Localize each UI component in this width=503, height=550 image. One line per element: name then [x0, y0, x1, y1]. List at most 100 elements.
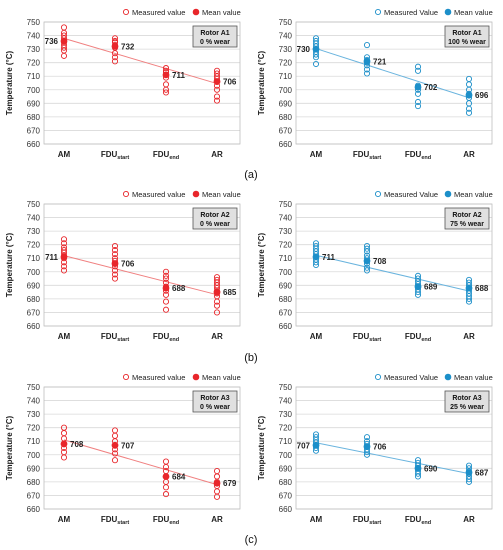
measured-point — [111, 432, 119, 439]
mean-data-label: 706 — [373, 443, 387, 452]
y-tick-label: 660 — [27, 505, 41, 514]
legend-mean-label: Mean value — [202, 373, 241, 382]
info-box-frame — [444, 390, 490, 413]
mean-marker — [363, 443, 371, 451]
rotor-info-box: Rotor A3 0 % wear — [192, 390, 238, 413]
legend: Measured Value Mean value — [374, 8, 493, 17]
y-tick-label: 750 — [279, 383, 293, 392]
trend-line — [63, 255, 218, 296]
y-tick-label: 750 — [27, 383, 41, 392]
measured-point — [414, 67, 422, 74]
measured-point — [312, 35, 320, 42]
legend-measured-marker — [374, 373, 382, 381]
y-tick-label: 750 — [27, 18, 41, 27]
chart-panel-4: 660 670 680 690 700 710 720 730 740 750 Temperatur… — [257, 190, 493, 343]
y-tick-label: 740 — [27, 214, 41, 223]
y-tick-label: 700 — [279, 86, 293, 95]
chart-panel-3: 660 670 680 690 700 710 720 730 740 750 Temperatur… — [5, 190, 241, 343]
mean-marker — [162, 71, 170, 79]
info-box-rotor: Rotor A3 — [200, 395, 229, 402]
legend-mean-label: Mean value — [454, 373, 493, 382]
legend-mean-label: Mean value — [454, 190, 493, 199]
mean-data-label: 721 — [373, 57, 387, 66]
y-tick-label: 690 — [279, 464, 293, 473]
x-tick-label: FDUstart — [353, 150, 382, 161]
measured-point — [162, 268, 170, 275]
y-tick-label: 660 — [279, 140, 293, 149]
x-tick-main: AR — [463, 150, 475, 159]
mean-marker — [213, 288, 221, 296]
measured-point — [312, 240, 320, 247]
mean-data-label: 732 — [121, 42, 135, 51]
x-tick-subscript: end — [169, 337, 179, 343]
y-tick-label: 700 — [279, 451, 293, 460]
x-tick-subscript: start — [369, 337, 381, 343]
legend-mean-marker — [192, 190, 200, 198]
x-tick-label: FDUend — [405, 515, 431, 526]
x-tick-main: AR — [211, 332, 223, 341]
x-tick-main: FDU — [153, 150, 170, 159]
measured-point — [414, 98, 422, 106]
x-tick-subscript: end — [169, 155, 179, 161]
mean-marker — [312, 45, 320, 53]
plot-frame — [43, 21, 241, 145]
x-tick-main: AR — [211, 150, 223, 159]
mean-data-label: 707 — [297, 441, 311, 450]
x-tick-main: AR — [463, 332, 475, 341]
measured-point — [213, 274, 221, 281]
x-tick-label: AR — [211, 515, 223, 524]
y-tick-label: 710 — [279, 72, 293, 81]
mean-marker — [111, 260, 119, 268]
measured-point — [162, 298, 170, 305]
y-tick-label: 740 — [27, 32, 41, 41]
measured-point — [162, 65, 170, 72]
x-tick-subscript: end — [169, 520, 179, 526]
x-tick-label: AM — [310, 150, 323, 159]
mean-marker — [363, 57, 371, 65]
measured-point — [363, 434, 371, 441]
mean-marker — [162, 473, 170, 480]
measured-point — [60, 244, 68, 251]
measured-point — [60, 236, 68, 243]
measured-point — [111, 58, 119, 65]
plot-frame — [43, 203, 241, 327]
y-tick-label: 700 — [27, 86, 41, 95]
mean-data-label: 690 — [424, 464, 438, 473]
legend: Measured value Mean value — [122, 8, 241, 17]
mean-marker — [60, 253, 68, 261]
mean-marker — [312, 253, 320, 261]
x-tick-label: FDUstart — [101, 150, 130, 161]
info-box-rotor: Rotor A1 — [200, 30, 229, 37]
y-tick-label: 670 — [27, 126, 41, 135]
y-tick-label: 660 — [27, 140, 41, 149]
y-tick-label: 680 — [279, 478, 293, 487]
legend-measured-marker — [374, 190, 382, 198]
mean-data-label: 689 — [424, 283, 438, 292]
legend-measured-marker — [374, 8, 382, 16]
measured-point — [111, 35, 119, 42]
x-tick-main: AM — [310, 515, 323, 524]
plot-frame — [43, 386, 241, 510]
y-tick-label: 670 — [279, 126, 293, 135]
legend: Measured Value Mean value — [374, 373, 493, 382]
measured-point — [363, 242, 371, 250]
legend-measured-label: Measured value — [132, 373, 185, 382]
figure-row-label: (a) — [244, 169, 257, 181]
y-tick-label: 690 — [27, 281, 41, 290]
mean-marker — [414, 464, 422, 472]
measured-point — [60, 454, 68, 461]
mean-data-label: 711 — [45, 253, 58, 262]
measured-point — [111, 247, 119, 254]
measured-point — [111, 251, 119, 258]
y-tick-label: 660 — [279, 505, 293, 514]
measured-point — [465, 462, 473, 469]
mean-data-label: 708 — [70, 440, 84, 449]
rotor-info-box: Rotor A1 0 % wear — [192, 25, 238, 48]
rotor-info-box: Rotor A2 75 % wear — [444, 207, 490, 230]
x-tick-main: FDU — [101, 515, 118, 524]
measured-point — [414, 90, 422, 97]
legend-measured-marker — [122, 8, 130, 16]
measured-point — [414, 102, 422, 110]
y-tick-label: 710 — [279, 254, 293, 263]
